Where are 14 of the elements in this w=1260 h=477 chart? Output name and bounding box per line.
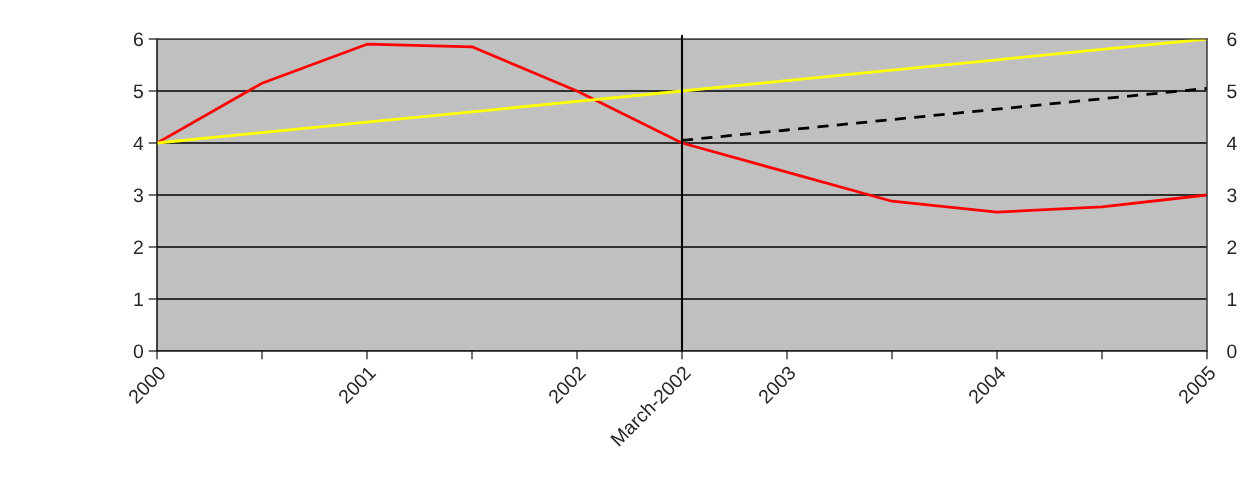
y2-tick-label: 2: [1227, 240, 1237, 255]
y2-tick-label: 4: [1226, 136, 1237, 151]
y2-tick-label: 3: [1227, 188, 1237, 203]
y-tick-label: 2: [133, 240, 143, 255]
y-tick-label: 5: [133, 84, 143, 99]
y-tick-label: 4: [133, 136, 144, 151]
y2-tick-label: 5: [1227, 84, 1237, 99]
y2-tick-label: 1: [1227, 292, 1237, 307]
y-tick-label: 1: [134, 292, 143, 307]
y2-tick-label: 0: [1227, 344, 1237, 359]
y-tick-label: 6: [133, 32, 143, 47]
y-tick-label: 0: [133, 344, 144, 359]
y2-tick-label: 6: [1227, 32, 1237, 47]
y-tick-label: 3: [133, 188, 143, 203]
